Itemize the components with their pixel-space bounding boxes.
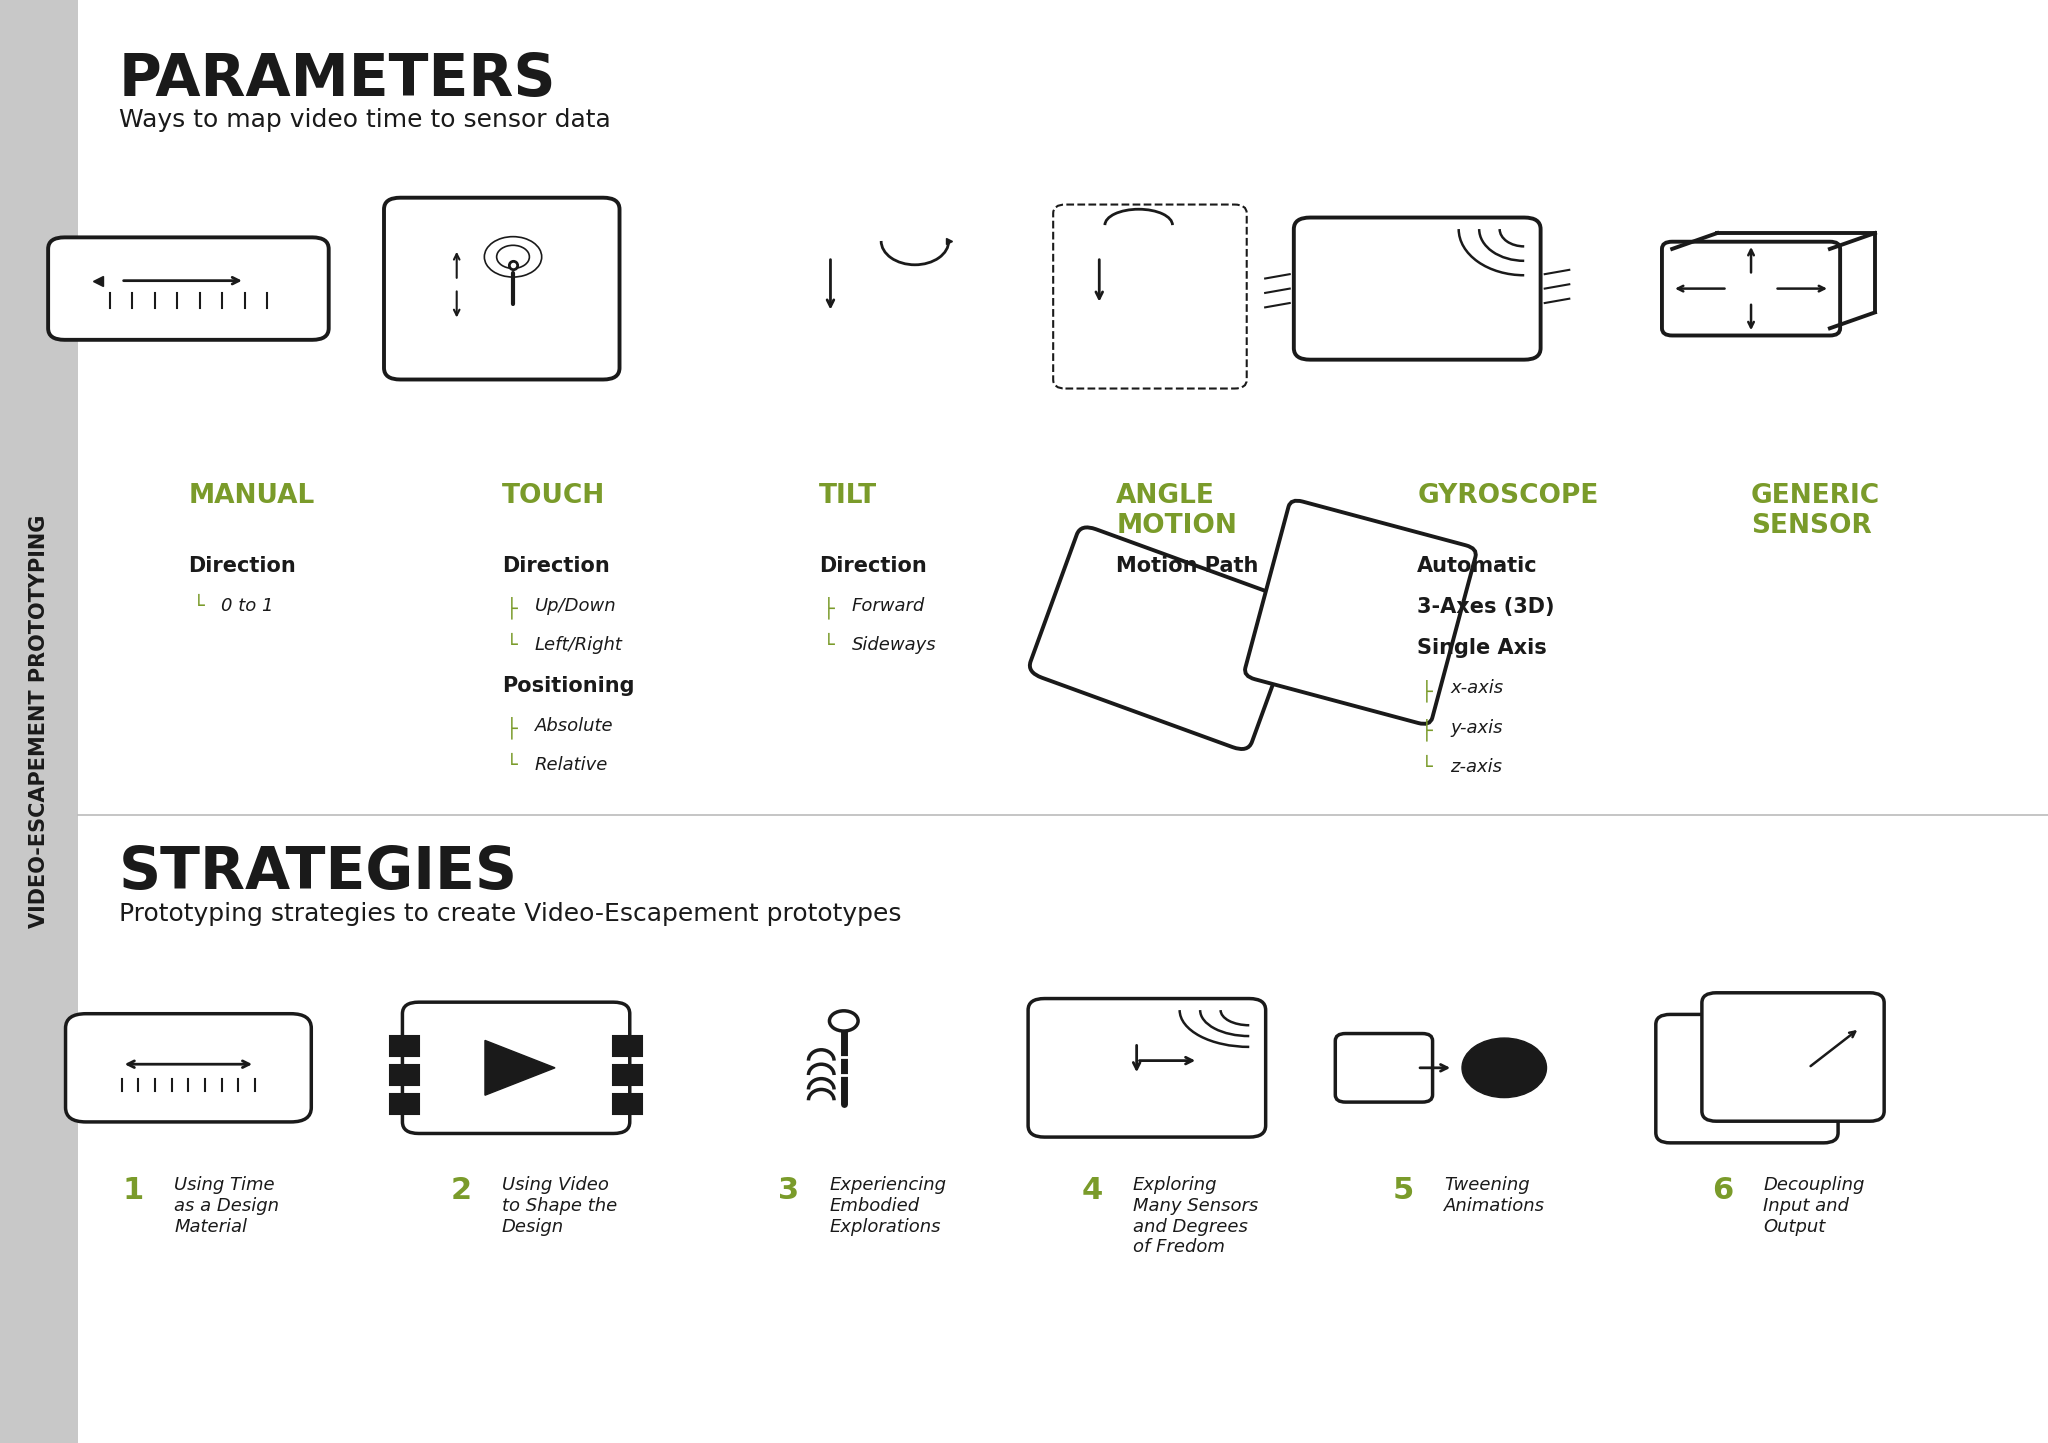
Text: Positioning: Positioning bbox=[502, 675, 635, 696]
Text: ANGLE
MOTION: ANGLE MOTION bbox=[1116, 483, 1237, 540]
Text: 5: 5 bbox=[1393, 1176, 1413, 1205]
Text: Left/Right: Left/Right bbox=[535, 636, 623, 654]
Text: MANUAL: MANUAL bbox=[188, 483, 315, 509]
Bar bbox=[614, 1094, 643, 1114]
Text: Decoupling
Input and
Output: Decoupling Input and Output bbox=[1763, 1176, 1864, 1235]
Text: 3-Axes (3D): 3-Axes (3D) bbox=[1417, 597, 1554, 616]
Text: └: └ bbox=[193, 597, 205, 616]
Text: Using Time
as a Design
Material: Using Time as a Design Material bbox=[174, 1176, 279, 1235]
FancyBboxPatch shape bbox=[1028, 999, 1266, 1137]
Text: VIDEO-ESCAPEMENT PROTOTYPING: VIDEO-ESCAPEMENT PROTOTYPING bbox=[29, 515, 49, 928]
FancyBboxPatch shape bbox=[47, 237, 328, 339]
FancyBboxPatch shape bbox=[1294, 218, 1540, 359]
Text: 2: 2 bbox=[451, 1176, 471, 1205]
Text: Prototyping strategies to create Video-Escapement prototypes: Prototyping strategies to create Video-E… bbox=[119, 902, 901, 926]
Text: TOUCH: TOUCH bbox=[502, 483, 604, 509]
FancyBboxPatch shape bbox=[1663, 241, 1839, 335]
Text: └: └ bbox=[506, 756, 518, 775]
FancyBboxPatch shape bbox=[1245, 501, 1477, 724]
Text: 6: 6 bbox=[1712, 1176, 1733, 1205]
Text: Single Axis: Single Axis bbox=[1417, 638, 1546, 658]
FancyBboxPatch shape bbox=[1030, 527, 1298, 749]
Text: GENERIC
SENSOR: GENERIC SENSOR bbox=[1751, 483, 1880, 540]
Text: Sideways: Sideways bbox=[852, 636, 936, 654]
FancyBboxPatch shape bbox=[1655, 1014, 1839, 1143]
Text: Ways to map video time to sensor data: Ways to map video time to sensor data bbox=[119, 108, 610, 133]
Text: Direction: Direction bbox=[819, 556, 928, 576]
Text: Direction: Direction bbox=[502, 556, 610, 576]
FancyBboxPatch shape bbox=[66, 1013, 311, 1123]
Text: Using Video
to Shape the
Design: Using Video to Shape the Design bbox=[502, 1176, 616, 1235]
Text: y-axis: y-axis bbox=[1450, 719, 1503, 736]
Circle shape bbox=[1462, 1038, 1546, 1098]
Text: Up/Down: Up/Down bbox=[535, 597, 616, 615]
Text: ├: ├ bbox=[506, 717, 518, 739]
Text: 1: 1 bbox=[123, 1176, 143, 1205]
Text: ├: ├ bbox=[823, 597, 836, 619]
Bar bbox=[389, 1036, 420, 1056]
Bar bbox=[389, 1065, 420, 1085]
FancyBboxPatch shape bbox=[1053, 205, 1247, 388]
Text: ├: ├ bbox=[1421, 719, 1434, 742]
Text: Experiencing
Embodied
Explorations: Experiencing Embodied Explorations bbox=[829, 1176, 946, 1235]
Circle shape bbox=[829, 1010, 858, 1030]
Text: STRATEGIES: STRATEGIES bbox=[119, 844, 518, 902]
FancyBboxPatch shape bbox=[385, 198, 618, 380]
Text: └: └ bbox=[823, 636, 836, 655]
Text: └: └ bbox=[506, 636, 518, 655]
Text: z-axis: z-axis bbox=[1450, 758, 1501, 776]
Bar bbox=[614, 1036, 643, 1056]
Bar bbox=[614, 1065, 643, 1085]
Text: PARAMETERS: PARAMETERS bbox=[119, 51, 557, 108]
FancyBboxPatch shape bbox=[1335, 1033, 1432, 1102]
Bar bbox=[389, 1094, 420, 1114]
Text: 0 to 1: 0 to 1 bbox=[221, 597, 274, 615]
Text: 4: 4 bbox=[1081, 1176, 1102, 1205]
Text: TILT: TILT bbox=[819, 483, 877, 509]
Text: GYROSCOPE: GYROSCOPE bbox=[1417, 483, 1599, 509]
Text: Motion Path: Motion Path bbox=[1116, 556, 1260, 576]
Text: Tweening
Animations: Tweening Animations bbox=[1444, 1176, 1544, 1215]
Text: ├: ├ bbox=[1421, 680, 1434, 701]
Text: x-axis: x-axis bbox=[1450, 680, 1503, 697]
Text: Exploring
Many Sensors
and Degrees
of Fredom: Exploring Many Sensors and Degrees of Fr… bbox=[1133, 1176, 1257, 1257]
Text: 3: 3 bbox=[778, 1176, 799, 1205]
FancyBboxPatch shape bbox=[1702, 993, 1884, 1121]
Polygon shape bbox=[485, 1040, 555, 1095]
Text: Relative: Relative bbox=[535, 756, 608, 773]
FancyBboxPatch shape bbox=[401, 1001, 631, 1134]
Text: └: └ bbox=[1421, 758, 1434, 776]
Text: Automatic: Automatic bbox=[1417, 556, 1538, 576]
FancyBboxPatch shape bbox=[0, 0, 78, 1443]
Text: Absolute: Absolute bbox=[535, 717, 612, 734]
Text: ├: ├ bbox=[506, 597, 518, 619]
Text: Direction: Direction bbox=[188, 556, 297, 576]
Text: Forward: Forward bbox=[852, 597, 926, 615]
